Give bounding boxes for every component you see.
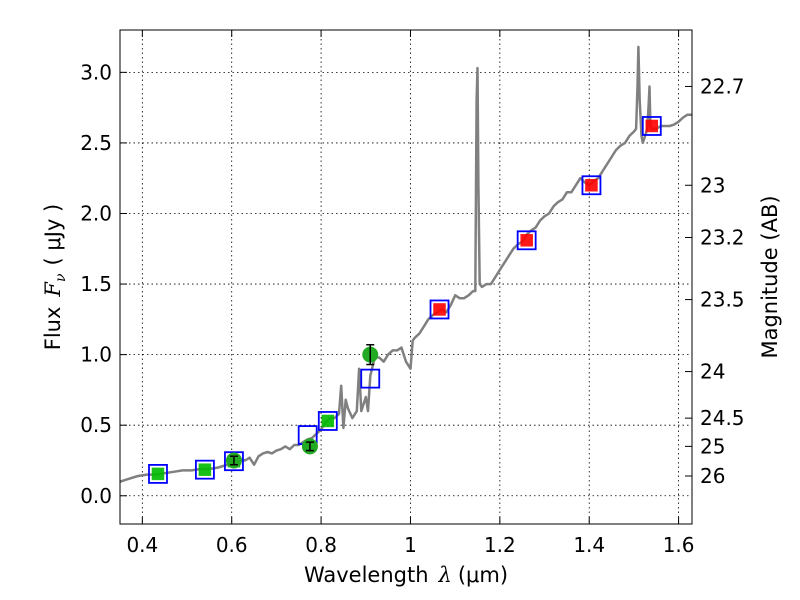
y2-tick-label: 22.7 [700,74,745,98]
y2-tick-label: 23.5 [700,288,745,312]
x-tick-label: 0.6 [216,533,248,557]
plot-frame [119,29,693,525]
y2-axis-label: Magnitude (AB) [758,195,782,358]
y2-tick-label: 24.5 [700,406,745,430]
model-photometry-square [516,230,537,251]
observed-photometry-square [433,303,446,316]
model-photometry-square [148,463,168,484]
y-tick-label: 2.0 [80,201,112,225]
observed-photometry-square [520,234,533,247]
y-tick-label: 2.5 [80,131,112,155]
grid [120,30,692,524]
model-photometry-square [641,116,662,136]
x-axis-label: Wavelength λ (μm) [304,563,508,587]
model-photometry-square [360,368,381,389]
y-tick-label: 1.0 [80,343,112,367]
y2-tick-label: 24 [700,360,725,384]
y-tick-label: 1.5 [80,272,112,296]
model-photometry-square [224,451,244,472]
model-photometry-square [317,411,338,431]
x-tick-label: 1 [404,533,417,557]
model-photometry-square [429,299,450,320]
y2-tick-label: 23 [700,173,725,197]
y-tick-label: 0.5 [80,413,112,437]
y-axis-label: FluxFν( μJy ) [41,204,69,350]
observed-photometry-square [198,463,212,476]
detection-layer [225,343,379,469]
y-tick-label: 3.0 [80,60,112,84]
observed-photometry-square [321,414,335,428]
model-photometry-square [195,459,215,480]
y2-tick-label: 23.2 [700,225,745,249]
y2-tick-label: 26 [700,464,725,488]
observed-photometry-square [151,467,165,481]
x-tick-label: 1.2 [484,533,516,557]
x-tick-label: 0.4 [126,533,158,557]
observed-photometry-square [585,179,598,192]
ticks-layer: 0.4 0.6 0.8 1 1.2 1.4 1.6 0.0 0.5 1.0 1.5 2.0 2.5 3.0… [80,30,745,557]
model-photometry-square [581,175,602,196]
y2-tick-label: 25 [700,434,725,458]
y-tick-label: 0.0 [80,484,112,508]
observed-photometry-square [645,119,659,133]
x-tick-label: 1.6 [663,533,695,557]
x-tick-label: 1.4 [573,533,605,557]
x-tick-label: 0.8 [305,533,337,557]
